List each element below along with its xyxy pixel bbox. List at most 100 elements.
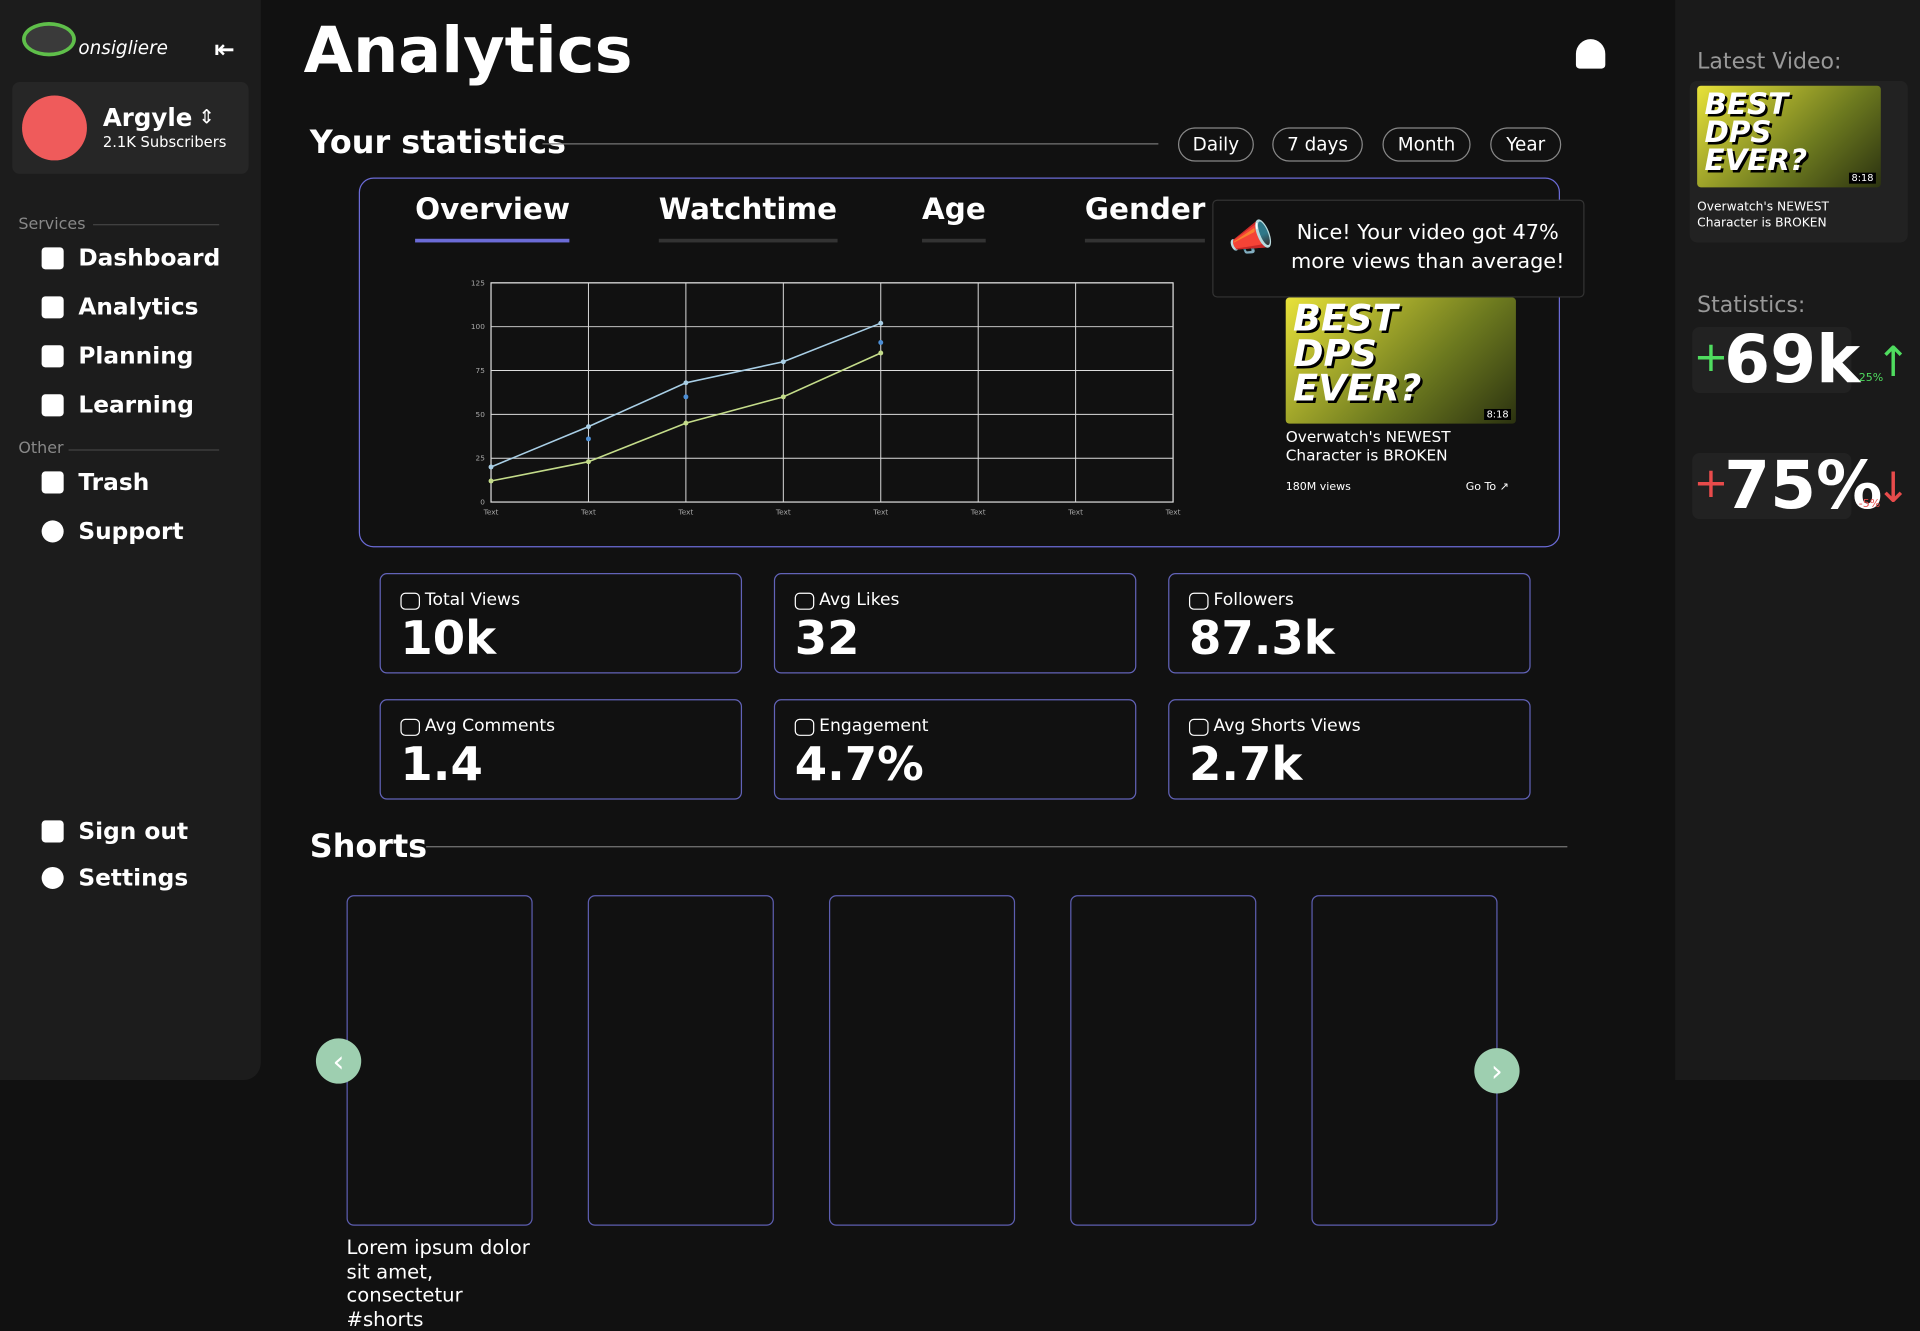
nav-label: Analytics bbox=[78, 293, 199, 321]
metric-value: 1.4 bbox=[400, 737, 483, 792]
switch[interactable]: ⇕ bbox=[198, 105, 215, 129]
short-card[interactable] bbox=[587, 895, 774, 1226]
metric-label: Engagement bbox=[819, 716, 929, 736]
stat-box bbox=[1692, 453, 1852, 520]
latest-caption: Overwatch's NEWEST Character is BROKEN bbox=[1697, 200, 1830, 231]
filter[interactable]: Month bbox=[1382, 127, 1471, 162]
metric-card: Avg Shorts Views 2.7k bbox=[1168, 699, 1531, 800]
short-caption: Lorem ipsum dolor sit amet, consectetur … bbox=[346, 1235, 530, 1331]
link-text: Go To bbox=[1465, 481, 1497, 494]
nav-label: Planning bbox=[78, 342, 194, 370]
section-title: Your statistics bbox=[309, 124, 566, 162]
thumb-text: BEST DPS EVER? bbox=[1293, 297, 1422, 411]
x-tick-label: Text bbox=[1067, 507, 1083, 516]
nav-item[interactable]: Learning bbox=[41, 391, 194, 419]
tab[interactable]: Overview bbox=[415, 192, 570, 243]
metric-value: 10k bbox=[400, 611, 497, 665]
collapse[interactable]: ⇤ bbox=[214, 34, 235, 64]
nav-item[interactable]: Planning bbox=[41, 342, 194, 370]
metric-label: Followers bbox=[1213, 590, 1294, 610]
nav-label: Sign out bbox=[78, 817, 189, 845]
metric-label: Avg Comments bbox=[424, 716, 556, 736]
account-subs: 2.1K Subscribers bbox=[102, 133, 227, 151]
metric-label: Total Views bbox=[424, 590, 521, 610]
sidebar bbox=[0, 0, 261, 1081]
short-card[interactable] bbox=[1311, 895, 1498, 1226]
page-title: Analytics bbox=[303, 14, 633, 89]
metric-value: 2.7k bbox=[1188, 737, 1303, 792]
avatar bbox=[22, 95, 87, 161]
divider bbox=[542, 143, 1159, 145]
data-point bbox=[488, 478, 494, 484]
metric-label: Avg Shorts Views bbox=[1213, 716, 1361, 736]
nav-label: Dashboard bbox=[78, 244, 221, 272]
plot-frame bbox=[490, 282, 1174, 503]
stat-sign: + bbox=[1693, 333, 1729, 383]
stat-value: 75% bbox=[1724, 446, 1883, 525]
divider bbox=[93, 224, 220, 226]
filter[interactable]: 7 days bbox=[1272, 127, 1363, 162]
toast-text: Nice! Your video got 47% more views than… bbox=[1291, 220, 1565, 275]
nav-label: Settings bbox=[78, 864, 189, 892]
stat-box bbox=[1692, 326, 1852, 394]
metric-card: Total Views 10k bbox=[379, 573, 743, 674]
filter[interactable]: Daily bbox=[1177, 127, 1254, 162]
section-title: Shorts bbox=[309, 828, 428, 866]
y-tick-label: 25 bbox=[476, 454, 486, 463]
short-card[interactable] bbox=[346, 895, 533, 1226]
data-point bbox=[586, 459, 591, 465]
data-point bbox=[586, 424, 591, 430]
stat-sign: + bbox=[1693, 459, 1729, 509]
short-card[interactable] bbox=[1070, 895, 1257, 1226]
metric-card: Avg Comments 1.4 bbox=[379, 699, 743, 800]
tab[interactable]: Watchtime bbox=[658, 192, 838, 243]
metric-value: 32 bbox=[794, 611, 860, 665]
duration: 8:18 bbox=[1849, 172, 1876, 184]
filter[interactable]: Year bbox=[1490, 127, 1562, 162]
chart-panel bbox=[358, 177, 1561, 548]
thumbnail[interactable]: BEST DPS EVER? 8:18 bbox=[1285, 297, 1516, 424]
account-name: Argyle bbox=[102, 102, 193, 133]
metric-value: 4.7% bbox=[794, 737, 924, 792]
video-link[interactable]: Go To ↗ bbox=[1465, 481, 1509, 494]
nav-label: Trash bbox=[78, 468, 150, 496]
video-title: Overwatch's NEWEST Character is BROKEN bbox=[1285, 427, 1451, 465]
x-tick-label: Text bbox=[483, 507, 499, 516]
y-tick-label: 0 bbox=[480, 497, 485, 506]
nav-item[interactable]: Trash bbox=[41, 468, 150, 496]
nav-item[interactable]: Settings bbox=[41, 864, 189, 892]
duration: 8:18 bbox=[1484, 408, 1512, 421]
nav-item[interactable]: Support bbox=[41, 517, 184, 545]
nav-label: Support bbox=[78, 517, 184, 545]
data-point bbox=[878, 340, 884, 345]
data-point bbox=[586, 436, 591, 442]
toast bbox=[1212, 199, 1585, 298]
data-point bbox=[683, 420, 689, 426]
y-tick-label: 100 bbox=[471, 322, 485, 331]
nav-item[interactable]: Dashboard bbox=[41, 244, 221, 272]
stat-change: 25% bbox=[1858, 372, 1884, 385]
y-tick-label: 75 bbox=[476, 366, 486, 375]
bell[interactable] bbox=[1575, 39, 1606, 69]
video-views: 180M views bbox=[1285, 481, 1351, 494]
panel-title: Latest Video: bbox=[1697, 48, 1842, 75]
prev-button[interactable]: ‹ bbox=[315, 1038, 362, 1084]
nav-item[interactable]: Analytics bbox=[41, 293, 199, 321]
data-point bbox=[683, 394, 689, 400]
logo bbox=[22, 22, 76, 57]
stat-value: 69k bbox=[1724, 320, 1861, 398]
thumbnail: BEST DPS EVER? 8:18 bbox=[1697, 85, 1881, 188]
tab[interactable]: Age bbox=[922, 192, 986, 243]
short-card[interactable] bbox=[828, 895, 1016, 1226]
divider bbox=[426, 846, 1568, 848]
thumb-text: BEST DPS EVER? bbox=[1704, 86, 1808, 178]
stat-change: -5% bbox=[1858, 498, 1881, 511]
nav-label: Learning bbox=[78, 391, 194, 419]
next-button[interactable]: › bbox=[1474, 1048, 1520, 1094]
metric-card: Engagement 4.7% bbox=[773, 699, 1137, 800]
data-point bbox=[683, 380, 689, 386]
tab[interactable]: Gender bbox=[1084, 192, 1206, 243]
nav-item[interactable]: Sign out bbox=[41, 817, 189, 845]
x-tick-label: Text bbox=[872, 507, 888, 516]
